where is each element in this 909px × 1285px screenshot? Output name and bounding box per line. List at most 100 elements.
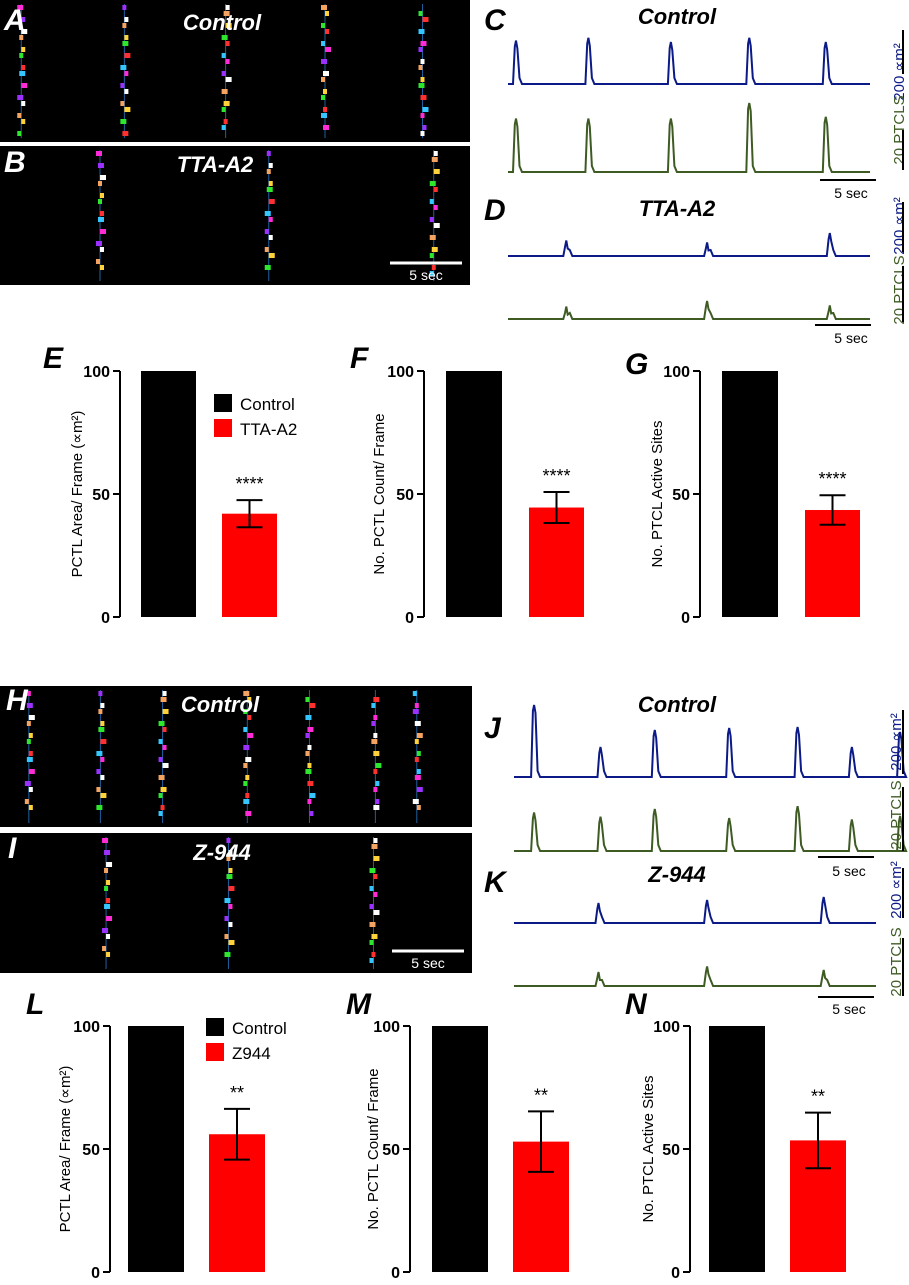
trace-title: Control — [638, 4, 717, 29]
raster-cell — [325, 11, 329, 16]
raster-cell — [323, 89, 327, 94]
raster-cell — [21, 101, 26, 106]
raster-cell — [416, 751, 421, 756]
raster-cell — [221, 107, 226, 112]
raster-cell — [268, 163, 273, 168]
raster-cell — [429, 217, 434, 222]
raster-cell — [429, 181, 436, 186]
trace-time-scale-label: 5 sec — [834, 185, 867, 201]
raster-cell — [371, 844, 378, 849]
raster-cell — [243, 709, 248, 714]
raster-cell — [100, 757, 105, 762]
raster-cell — [323, 71, 329, 76]
raster-cell — [102, 838, 109, 843]
raster-cell — [106, 880, 111, 885]
y-tick-label: 100 — [83, 364, 110, 381]
raster-cell — [162, 763, 169, 768]
raster-cell — [98, 199, 102, 204]
y-tick-label: 0 — [405, 610, 414, 627]
raster-cell — [418, 29, 425, 34]
raster-cell — [28, 805, 33, 810]
raster-cell — [243, 799, 250, 804]
raster-cell — [420, 41, 427, 46]
raster-cell — [223, 101, 230, 106]
trace-area-line — [514, 704, 908, 778]
trace-count-line — [508, 300, 870, 320]
panel-label-n: N — [625, 988, 647, 1021]
trace-count-line — [514, 806, 908, 852]
raster-cell — [100, 175, 106, 180]
raster-cell — [19, 17, 26, 22]
bar-chart-f: 0 50 100 No. PCTL Count/ Frame **** — [371, 364, 584, 627]
raster-cell — [373, 733, 378, 738]
trace-count-scale-label: 20 PTCLS — [891, 255, 908, 324]
raster-cell — [243, 691, 250, 696]
trace-time-scale-label: 5 sec — [832, 863, 865, 879]
raster-cell — [228, 850, 233, 855]
trace-title: TTA-A2 — [639, 196, 716, 221]
raster-scale-label: 5 sec — [409, 267, 442, 283]
y-tick-label: 50 — [672, 487, 690, 504]
raster-cell — [228, 940, 235, 945]
raster-background — [0, 0, 470, 142]
raster-event-column — [369, 837, 380, 969]
raster-cell — [245, 811, 252, 816]
raster-cell — [420, 131, 425, 136]
raster-cell — [429, 271, 434, 276]
raster-event-column — [429, 150, 440, 281]
raster-cell — [28, 715, 35, 720]
raster-cell — [21, 119, 26, 124]
raster-cell — [431, 247, 438, 252]
raster-cell — [96, 751, 103, 756]
raster-cell — [19, 53, 24, 58]
raster-event-column — [96, 150, 106, 281]
raster-cell — [309, 703, 316, 708]
raster-cell — [412, 799, 419, 804]
significance-label: **** — [542, 466, 570, 486]
y-tick-label: 50 — [382, 1142, 400, 1159]
raster-cell — [158, 811, 163, 816]
raster-cell — [247, 715, 252, 720]
raster-event-column — [243, 690, 254, 823]
raster-cell — [21, 83, 28, 88]
y-tick-label: 0 — [671, 1265, 680, 1280]
raster-cell — [309, 793, 316, 798]
legend-swatch — [206, 1043, 224, 1061]
bar-control — [709, 1026, 765, 1272]
raster-cell — [325, 29, 329, 34]
raster-cell — [321, 5, 327, 10]
legend-label: Z944 — [232, 1044, 271, 1063]
trace-area-scale-label: 200 ∝m² — [891, 43, 908, 100]
raster-title: Control — [183, 10, 262, 35]
y-axis-label: No. PTCL Active Sites — [649, 421, 666, 568]
trace-area-scale-label: 200 ∝m² — [888, 861, 905, 918]
raster-cell — [243, 781, 248, 786]
raster-cell — [373, 856, 380, 861]
raster-cell — [416, 733, 423, 738]
raster-cell — [268, 199, 275, 204]
raster-cell — [104, 868, 109, 873]
y-axis-label: No. PCTL Count/ Frame — [365, 1068, 382, 1229]
raster-cell — [221, 89, 228, 94]
raster-scale-label: 5 sec — [411, 955, 444, 971]
trace-count-scale-label: 20 PTCLS — [888, 927, 905, 996]
raster-cell — [122, 23, 127, 28]
raster-cell — [245, 757, 252, 762]
raster-cell — [245, 793, 250, 798]
significance-label: **** — [818, 469, 846, 489]
raster-cell — [162, 709, 169, 714]
raster-cell — [28, 769, 35, 774]
raster-cell — [26, 703, 33, 708]
raster-cell — [373, 787, 378, 792]
raster-event-column — [412, 690, 423, 823]
raster-cell — [416, 787, 423, 792]
raster-cell — [373, 769, 378, 774]
raster-cell — [321, 41, 325, 46]
panel-label-b: B — [4, 146, 26, 179]
raster-cell — [305, 697, 310, 702]
panel-label-j: J — [484, 712, 501, 745]
raster-event-column — [305, 690, 316, 823]
raster-cell — [226, 838, 231, 843]
raster-cell — [226, 856, 231, 861]
raster-cell — [243, 727, 248, 732]
